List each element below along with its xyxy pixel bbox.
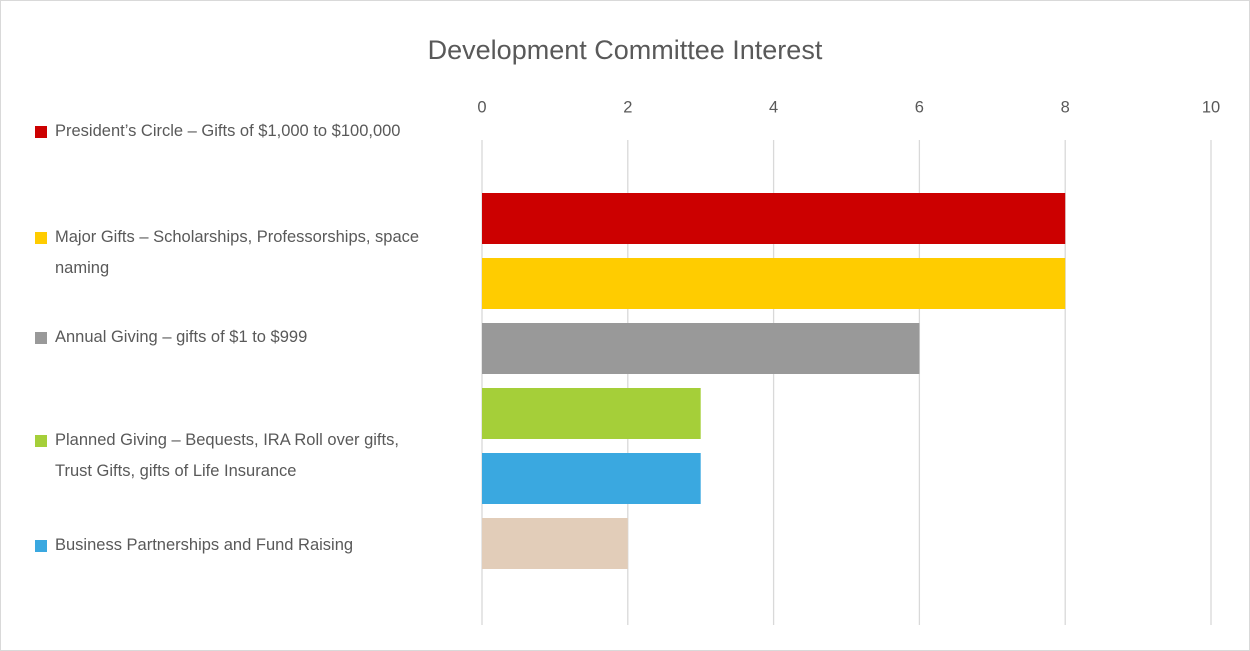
legend-entry: Planned Giving – Bequests, IRA Roll over…	[35, 425, 440, 487]
legend-label: Major Gifts – Scholarships, Professorshi…	[55, 228, 420, 277]
legend-label: President’s Circle – Gifts of $1,000 to …	[55, 122, 401, 140]
bar	[482, 388, 701, 439]
legend-swatch	[35, 434, 47, 447]
chart-title: Development Committee Interest	[428, 35, 823, 65]
x-tick-label: 10	[1202, 98, 1220, 116]
legend-entry: Business Partnerships and Fund Raising	[35, 530, 440, 561]
bar	[482, 453, 701, 504]
bar	[482, 193, 1066, 244]
x-tick-label: 8	[1061, 98, 1070, 116]
bar	[482, 323, 920, 374]
legend-entry: Major Gifts – Scholarships, Professorshi…	[35, 222, 440, 284]
legend-swatch	[35, 231, 47, 244]
legend-label: Business Partnerships and Fund Raising	[55, 536, 354, 554]
legend-label: Annual Giving – gifts of $1 to $999	[55, 328, 308, 346]
x-tick-label: 4	[769, 98, 778, 116]
bar	[482, 518, 628, 569]
legend-swatch	[35, 539, 47, 552]
legend-entry: Annual Giving – gifts of $1 to $999	[35, 322, 440, 353]
legend-label: Planned Giving – Bequests, IRA Roll over…	[55, 431, 399, 480]
x-tick-label: 0	[477, 98, 486, 116]
bar	[482, 258, 1066, 309]
legend-swatch	[35, 331, 47, 344]
legend-swatch	[35, 125, 47, 138]
x-tick-label: 6	[915, 98, 924, 116]
x-tick-label: 2	[623, 98, 632, 116]
legend-entry: President’s Circle – Gifts of $1,000 to …	[35, 116, 440, 147]
